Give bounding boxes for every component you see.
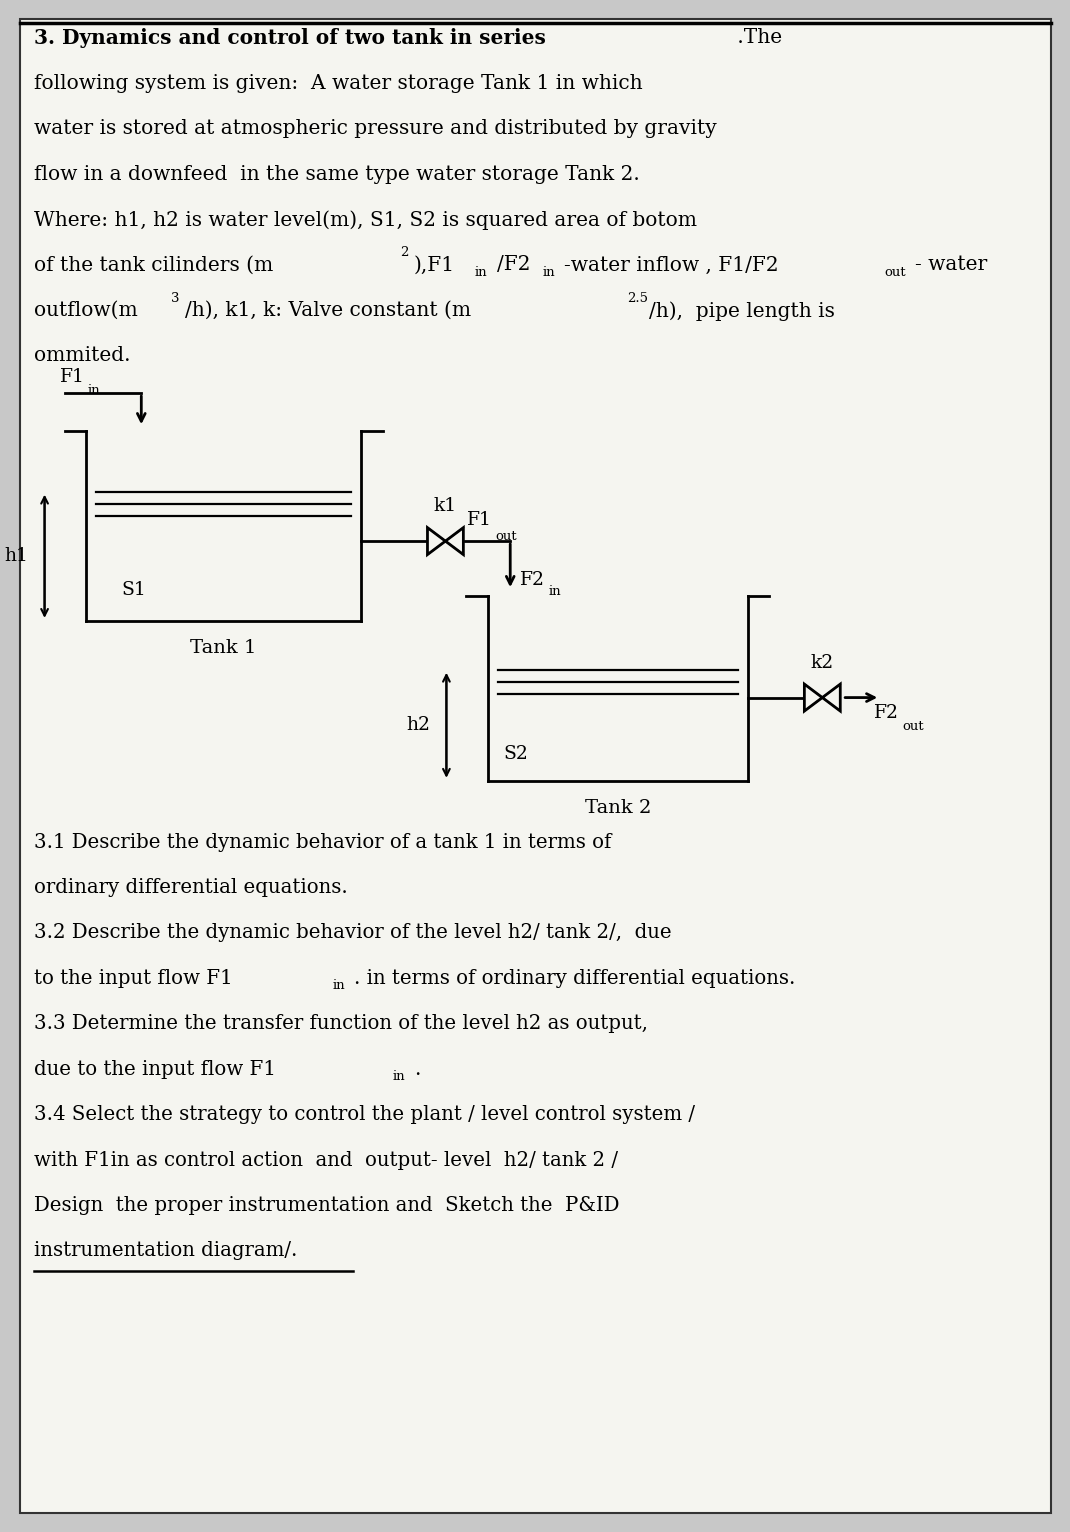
Text: ),F1: ),F1 bbox=[414, 256, 455, 274]
Text: following system is given:  A water storage Tank 1 in which: following system is given: A water stora… bbox=[33, 74, 642, 93]
Text: Design  the proper instrumentation and  Sketch the  P&ID: Design the proper instrumentation and Sk… bbox=[33, 1196, 620, 1215]
Text: in: in bbox=[88, 385, 101, 397]
Text: 3: 3 bbox=[171, 293, 180, 305]
Text: 3. Dynamics and control of two tank in series: 3. Dynamics and control of two tank in s… bbox=[33, 28, 546, 49]
Text: S2: S2 bbox=[503, 745, 529, 763]
Text: -water inflow , F1/F2: -water inflow , F1/F2 bbox=[564, 256, 779, 274]
Text: Tank 2: Tank 2 bbox=[584, 798, 652, 817]
Text: k2: k2 bbox=[810, 654, 834, 671]
Text: h1: h1 bbox=[4, 547, 29, 565]
Text: of the tank cilinders (m: of the tank cilinders (m bbox=[33, 256, 273, 274]
Text: /h), k1, k: Valve constant (m: /h), k1, k: Valve constant (m bbox=[185, 300, 471, 320]
Text: 2: 2 bbox=[400, 247, 408, 259]
Text: due to the input flow F1: due to the input flow F1 bbox=[33, 1060, 275, 1079]
Text: with F1in as control action  and  output- level  h2/ tank 2 /: with F1in as control action and output- … bbox=[33, 1151, 617, 1169]
Text: F2: F2 bbox=[874, 703, 899, 722]
Text: 3.4 Select the strategy to control the plant / level control system /: 3.4 Select the strategy to control the p… bbox=[33, 1105, 694, 1124]
Text: Where: h1, h2 is water level(m), S1, S2 is squared area of botom: Where: h1, h2 is water level(m), S1, S2 … bbox=[33, 210, 697, 230]
Text: out: out bbox=[885, 267, 906, 279]
Text: 3.2 Describe the dynamic behavior of the level h2/ tank 2/,  due: 3.2 Describe the dynamic behavior of the… bbox=[33, 924, 671, 942]
Text: in: in bbox=[475, 267, 487, 279]
Text: water is stored at atmospheric pressure and distributed by gravity: water is stored at atmospheric pressure … bbox=[33, 119, 716, 138]
Text: .The: .The bbox=[731, 28, 782, 47]
Text: out: out bbox=[903, 720, 924, 732]
Text: outflow(m: outflow(m bbox=[33, 300, 137, 320]
FancyBboxPatch shape bbox=[19, 20, 1051, 1512]
Text: 3.3 Determine the transfer function of the level h2 as output,: 3.3 Determine the transfer function of t… bbox=[33, 1014, 647, 1033]
Text: - water: - water bbox=[915, 256, 987, 274]
Text: Tank 1: Tank 1 bbox=[190, 639, 257, 657]
Text: in: in bbox=[542, 267, 555, 279]
Text: F2: F2 bbox=[520, 571, 546, 590]
Text: .: . bbox=[414, 1060, 421, 1079]
Text: to the input flow F1: to the input flow F1 bbox=[33, 968, 232, 988]
Text: F1: F1 bbox=[468, 512, 492, 529]
Text: instrumentation diagram/.: instrumentation diagram/. bbox=[33, 1241, 297, 1261]
Text: 3.1 Describe the dynamic behavior of a tank 1 in terms of: 3.1 Describe the dynamic behavior of a t… bbox=[33, 832, 611, 852]
Text: k1: k1 bbox=[433, 498, 457, 515]
Text: h2: h2 bbox=[407, 717, 430, 734]
Text: flow in a downfeed  in the same type water storage Tank 2.: flow in a downfeed in the same type wate… bbox=[33, 164, 640, 184]
Text: /F2: /F2 bbox=[496, 256, 530, 274]
Text: . in terms of ordinary differential equations.: . in terms of ordinary differential equa… bbox=[354, 968, 796, 988]
Text: ordinary differential equations.: ordinary differential equations. bbox=[33, 878, 348, 898]
Text: 2.5: 2.5 bbox=[627, 293, 648, 305]
Text: ommited.: ommited. bbox=[33, 346, 131, 365]
Text: S1: S1 bbox=[121, 581, 147, 599]
Text: /h),  pipe length is: /h), pipe length is bbox=[649, 300, 835, 320]
Text: out: out bbox=[495, 530, 518, 544]
Text: in: in bbox=[333, 979, 345, 991]
Text: F1: F1 bbox=[60, 368, 85, 386]
Text: in: in bbox=[393, 1069, 404, 1083]
Text: in: in bbox=[549, 585, 561, 597]
